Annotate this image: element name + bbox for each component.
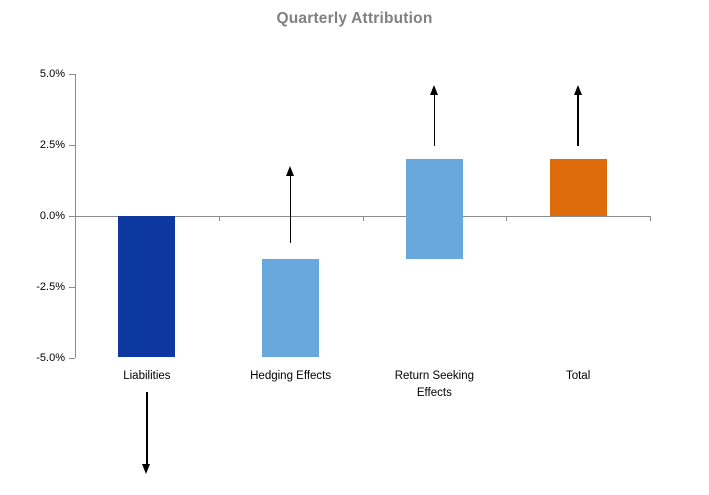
x-axis-tick: [650, 216, 651, 221]
up-arrow-shaft: [433, 94, 436, 147]
category-label: Liabilities: [123, 370, 171, 382]
y-axis-tick-label: 5.0%: [39, 68, 65, 80]
bar-liabilities: [118, 216, 176, 357]
y-axis-tick: [69, 215, 75, 217]
down-arrow-shaft: [146, 392, 148, 466]
y-axis-tick: [69, 286, 75, 288]
y-axis-tick-label: 0.0%: [39, 210, 65, 222]
category-label: Hedging Effects: [250, 370, 332, 382]
up-arrow-icon: [573, 85, 582, 96]
down-arrow-icon: [142, 464, 151, 475]
bar-total: [549, 159, 607, 216]
y-axis-tick-label: -2.5%: [36, 281, 65, 293]
up-arrow-icon: [429, 85, 438, 96]
up-arrow-shaft: [289, 175, 292, 243]
up-arrow-shaft: [577, 94, 579, 147]
category-label: Return Seeking Effects: [394, 370, 475, 399]
x-axis-tick: [506, 216, 508, 221]
y-axis-tick-label: 2.5%: [39, 139, 65, 151]
x-axis-tick: [218, 216, 220, 221]
bar-hedging-effects: [262, 258, 320, 357]
y-axis-tick-label: -5.0%: [36, 352, 65, 364]
up-arrow-icon: [286, 166, 295, 177]
y-axis-tick: [69, 144, 75, 146]
category-label: Total: [565, 370, 591, 382]
y-axis-tick: [69, 357, 75, 359]
x-axis-tick: [362, 216, 364, 221]
y-axis-tick: [69, 73, 75, 75]
chart-title: Quarterly Attribution: [276, 10, 433, 27]
bar-return-seeking-effects: [405, 159, 463, 259]
